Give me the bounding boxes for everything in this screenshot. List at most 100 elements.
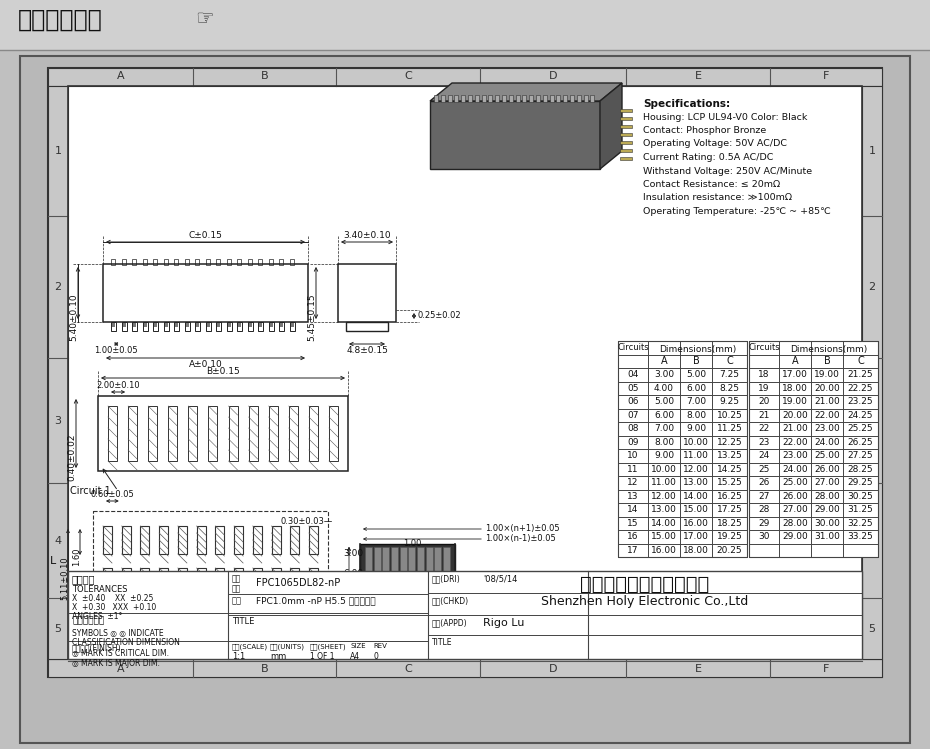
Text: 31.25: 31.25 [847, 506, 873, 515]
Text: 一般公差: 一般公差 [72, 574, 96, 584]
Text: 3.00: 3.00 [654, 370, 674, 379]
Bar [338, 264, 396, 322]
Text: FPC1.0mm -nP H5.5 单面接正位: FPC1.0mm -nP H5.5 单面接正位 [256, 596, 376, 605]
Text: C: C [857, 357, 864, 366]
Text: 单位(UNITS): 单位(UNITS) [270, 643, 305, 649]
Bar [620, 157, 632, 160]
Bar [620, 117, 632, 120]
Bar [290, 323, 294, 327]
Bar [195, 259, 199, 265]
Text: 05: 05 [627, 383, 639, 392]
Text: A=1.00(n-1)±0.10: A=1.00(n-1)±0.10 [169, 616, 252, 625]
Text: 2: 2 [869, 282, 875, 292]
Text: 6.00: 6.00 [343, 569, 363, 578]
Text: A: A [116, 71, 125, 81]
Text: 1.00×(n+1)±0.05: 1.00×(n+1)±0.05 [485, 524, 560, 533]
Bar [122, 568, 131, 596]
Text: SUGGESTED PCB LAYOUT: SUGGESTED PCB LAYOUT [142, 628, 279, 638]
Text: Dimensions(mm): Dimensions(mm) [658, 345, 737, 354]
Bar [123, 323, 126, 327]
Text: 1:1: 1:1 [232, 652, 246, 661]
Text: 审核(CHKD): 审核(CHKD) [432, 596, 469, 605]
Text: 7.25: 7.25 [720, 370, 739, 379]
Text: SIZE: SIZE [350, 643, 365, 649]
Bar [523, 95, 526, 102]
Text: 25.25: 25.25 [847, 424, 873, 433]
Text: 28.00: 28.00 [782, 519, 808, 528]
Text: Circuits: Circuits [618, 343, 649, 352]
Bar [216, 322, 221, 331]
Text: A: A [791, 357, 798, 366]
Bar [208, 406, 218, 461]
Text: 30.25: 30.25 [847, 492, 873, 501]
Text: 29.00: 29.00 [782, 533, 808, 542]
Text: E: E [695, 71, 701, 81]
Text: D: D [549, 71, 557, 81]
Text: 23: 23 [758, 437, 770, 446]
Text: C: C [726, 357, 733, 366]
Text: 10.25: 10.25 [717, 410, 742, 419]
Text: 表面处理(FINISH): 表面处理(FINISH) [72, 643, 122, 652]
Bar [309, 406, 318, 461]
Bar [536, 95, 540, 102]
Text: 5: 5 [869, 623, 875, 634]
Text: L: L [50, 556, 56, 566]
Text: 14.25: 14.25 [717, 464, 742, 474]
Text: 25: 25 [758, 464, 770, 474]
Text: 17: 17 [627, 546, 639, 555]
Text: 20: 20 [758, 397, 770, 406]
Bar [272, 568, 281, 596]
Bar [112, 323, 115, 327]
Text: 14.00: 14.00 [651, 519, 677, 528]
Text: 31.00: 31.00 [814, 533, 840, 542]
Bar [749, 341, 878, 557]
Text: 28.25: 28.25 [847, 464, 873, 474]
Bar [143, 323, 147, 327]
Bar [206, 323, 209, 327]
Text: 24.00: 24.00 [782, 464, 808, 474]
Bar [206, 322, 210, 331]
Polygon shape [600, 83, 622, 169]
Bar [374, 547, 380, 582]
Bar [434, 95, 438, 102]
Bar [237, 259, 241, 265]
Text: 核准(APPD): 核准(APPD) [432, 618, 468, 627]
Text: 7.00: 7.00 [686, 397, 706, 406]
Text: C: C [405, 664, 412, 674]
Text: 1: 1 [869, 146, 875, 156]
Bar [290, 568, 299, 596]
Text: 3.40±0.10: 3.40±0.10 [343, 231, 391, 240]
Text: 12: 12 [628, 479, 639, 488]
Bar [253, 526, 262, 554]
Bar [279, 259, 283, 265]
Text: mm: mm [270, 652, 286, 661]
Text: 20.00: 20.00 [814, 383, 840, 392]
Text: 17.25: 17.25 [717, 506, 742, 515]
Text: 06: 06 [627, 397, 639, 406]
Text: 1.00×(n-1)±0.05: 1.00×(n-1)±0.05 [485, 535, 556, 544]
Text: Operating Temperature: -25℃ ~ +85℃: Operating Temperature: -25℃ ~ +85℃ [643, 207, 830, 216]
Text: 11.00: 11.00 [683, 451, 709, 460]
Text: 15.00: 15.00 [683, 506, 709, 515]
Text: B: B [693, 357, 699, 366]
Bar [206, 259, 209, 265]
Bar [196, 526, 206, 554]
Bar [164, 259, 167, 265]
Text: 26.25: 26.25 [847, 437, 873, 446]
Text: 27.00: 27.00 [782, 506, 808, 515]
Text: Circuits: Circuits [749, 343, 780, 352]
Bar [434, 547, 442, 582]
Bar [216, 259, 220, 265]
Text: 3: 3 [55, 416, 61, 425]
Bar [238, 323, 241, 327]
Text: 制图(DRI): 制图(DRI) [432, 574, 460, 583]
Bar [216, 568, 224, 596]
Text: A: A [116, 664, 125, 674]
Bar [128, 406, 137, 461]
Bar [140, 568, 150, 596]
Text: 22.25: 22.25 [848, 383, 873, 392]
Text: 26.00: 26.00 [782, 492, 808, 501]
Bar [502, 95, 506, 102]
Text: 5.11±0.10: 5.11±0.10 [60, 556, 70, 600]
Text: 30.00: 30.00 [814, 519, 840, 528]
